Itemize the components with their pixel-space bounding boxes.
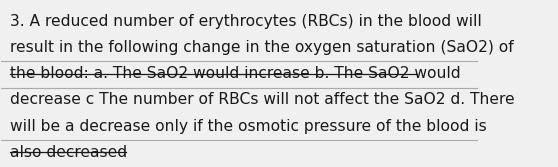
Text: 3. A reduced number of erythrocytes (RBCs) in the blood will: 3. A reduced number of erythrocytes (RBC… [10,14,482,29]
Text: result in the following change in the oxygen saturation (SaO2) of: result in the following change in the ox… [10,40,514,55]
Text: also decreased: also decreased [10,145,127,160]
Text: the blood: a. The SaO2 would increase b. The SaO2 would: the blood: a. The SaO2 would increase b.… [10,66,460,81]
Text: will be a decrease only if the osmotic pressure of the blood is: will be a decrease only if the osmotic p… [10,119,487,134]
Text: decrease c The number of RBCs will not affect the SaO2 d. There: decrease c The number of RBCs will not a… [10,92,514,107]
